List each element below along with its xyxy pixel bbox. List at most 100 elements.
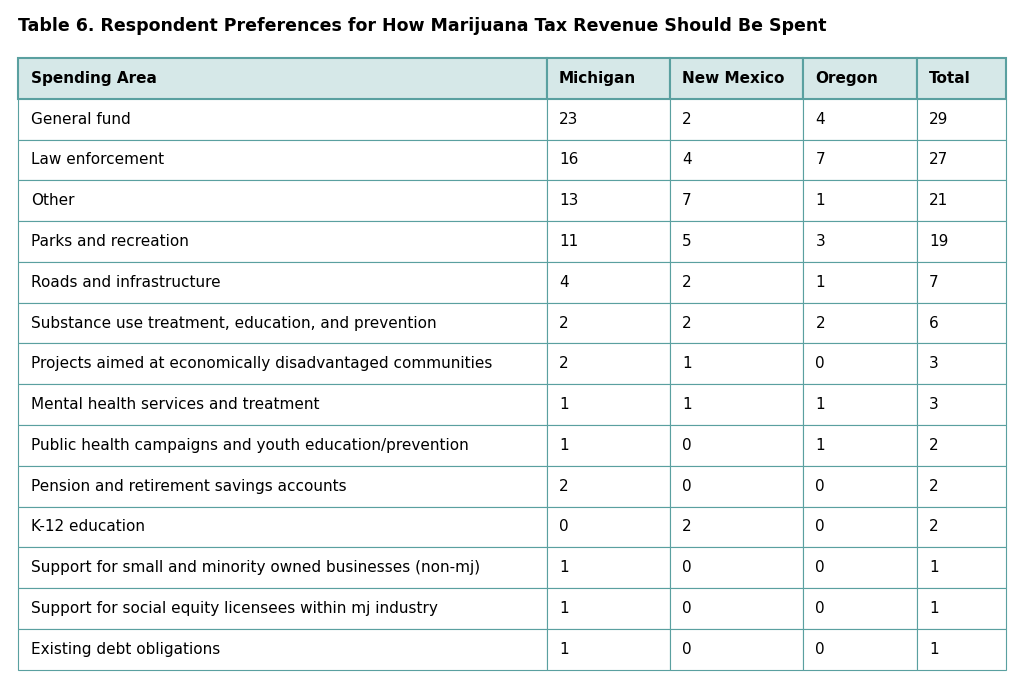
Text: 2: 2 <box>559 316 568 331</box>
Bar <box>18 588 547 629</box>
Text: 3: 3 <box>929 397 939 412</box>
Bar <box>916 629 1006 670</box>
Text: 19: 19 <box>929 234 948 249</box>
Bar <box>916 99 1006 140</box>
Bar <box>547 629 670 670</box>
Bar <box>547 99 670 140</box>
Text: 0: 0 <box>815 479 825 494</box>
Text: 23: 23 <box>559 112 579 127</box>
Text: 2: 2 <box>682 520 692 535</box>
Bar <box>916 140 1006 180</box>
Bar <box>670 221 803 262</box>
Text: 7: 7 <box>929 275 939 290</box>
Text: 0: 0 <box>682 601 692 616</box>
Bar <box>803 588 916 629</box>
Text: 1: 1 <box>559 561 568 575</box>
Text: Spending Area: Spending Area <box>31 71 157 86</box>
Bar <box>670 466 803 507</box>
Bar <box>547 466 670 507</box>
Text: Existing debt obligations: Existing debt obligations <box>31 642 220 657</box>
Bar <box>803 262 916 303</box>
Text: 7: 7 <box>682 193 692 208</box>
Bar <box>18 99 547 140</box>
Bar <box>670 140 803 180</box>
Text: Law enforcement: Law enforcement <box>31 153 164 167</box>
Text: 2: 2 <box>682 316 692 331</box>
Bar <box>916 548 1006 588</box>
Text: 1: 1 <box>559 642 568 657</box>
Bar <box>670 303 803 344</box>
Bar <box>803 221 916 262</box>
Bar <box>803 303 916 344</box>
Text: 1: 1 <box>929 642 939 657</box>
Bar <box>18 180 547 221</box>
Bar <box>18 344 547 384</box>
Text: 0: 0 <box>815 357 825 371</box>
Text: Support for small and minority owned businesses (non-mj): Support for small and minority owned bus… <box>31 561 480 575</box>
Text: 0: 0 <box>682 642 692 657</box>
Text: 0: 0 <box>815 642 825 657</box>
Bar <box>916 507 1006 548</box>
Text: 7: 7 <box>815 153 825 167</box>
Bar <box>916 221 1006 262</box>
Bar <box>670 548 803 588</box>
Bar <box>547 344 670 384</box>
Text: 6: 6 <box>929 316 939 331</box>
Text: 29: 29 <box>929 112 948 127</box>
Text: Mental health services and treatment: Mental health services and treatment <box>31 397 319 412</box>
Bar <box>916 425 1006 466</box>
Bar <box>547 425 670 466</box>
Text: Public health campaigns and youth education/prevention: Public health campaigns and youth educat… <box>31 438 468 453</box>
Bar <box>670 507 803 548</box>
Text: 13: 13 <box>559 193 579 208</box>
Text: 0: 0 <box>682 438 692 453</box>
Bar <box>18 262 547 303</box>
Text: 2: 2 <box>682 275 692 290</box>
Text: 2: 2 <box>815 316 825 331</box>
Bar <box>18 58 547 99</box>
Text: 0: 0 <box>682 479 692 494</box>
Bar <box>916 588 1006 629</box>
Bar <box>547 507 670 548</box>
Bar <box>803 466 916 507</box>
Text: 1: 1 <box>815 275 825 290</box>
Bar <box>916 303 1006 344</box>
Text: 1: 1 <box>559 601 568 616</box>
Bar <box>670 58 803 99</box>
Bar <box>18 629 547 670</box>
Bar <box>547 221 670 262</box>
Bar <box>670 629 803 670</box>
Bar <box>18 303 547 344</box>
Text: General fund: General fund <box>31 112 130 127</box>
Bar <box>916 58 1006 99</box>
Text: 0: 0 <box>815 561 825 575</box>
Bar <box>18 466 547 507</box>
Bar <box>670 384 803 425</box>
Bar <box>803 180 916 221</box>
Bar <box>547 180 670 221</box>
Text: 1: 1 <box>682 397 692 412</box>
Text: 1: 1 <box>559 438 568 453</box>
Text: 2: 2 <box>559 357 568 371</box>
Text: 0: 0 <box>815 601 825 616</box>
Text: Oregon: Oregon <box>815 71 879 86</box>
Bar <box>803 140 916 180</box>
Text: 5: 5 <box>682 234 692 249</box>
Bar <box>916 344 1006 384</box>
Bar <box>803 507 916 548</box>
Bar <box>803 425 916 466</box>
Text: 11: 11 <box>559 234 579 249</box>
Bar <box>803 629 916 670</box>
Text: 2: 2 <box>929 479 939 494</box>
Bar <box>670 425 803 466</box>
Text: 1: 1 <box>929 601 939 616</box>
Text: 1: 1 <box>815 438 825 453</box>
Text: 2: 2 <box>929 438 939 453</box>
Bar <box>803 58 916 99</box>
Bar <box>18 140 547 180</box>
Bar <box>18 507 547 548</box>
Bar <box>18 548 547 588</box>
Bar <box>670 262 803 303</box>
Bar <box>547 588 670 629</box>
Text: 0: 0 <box>682 561 692 575</box>
